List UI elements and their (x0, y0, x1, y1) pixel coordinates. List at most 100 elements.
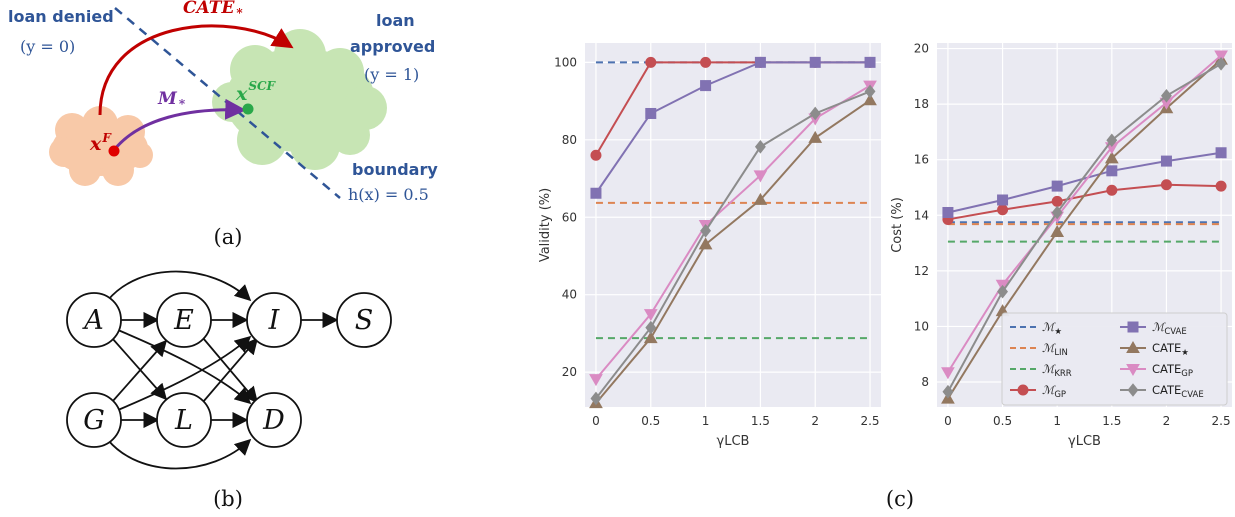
validity-yaxis-label: Validity (%) (538, 188, 553, 262)
legend-marker (1127, 321, 1139, 333)
validity-point-mgp (700, 56, 712, 68)
cost-point-mgp (997, 204, 1009, 216)
legend-label: ℳKRR (1042, 362, 1072, 379)
cost-point-mcvae (1051, 180, 1063, 192)
panel-b: A E I S G L D (b) (66, 270, 392, 511)
cost-point-catecvae (942, 384, 954, 399)
cost-point-mgp (1106, 184, 1118, 196)
node-i: I (246, 292, 302, 348)
legend-label: CATECVAE (1152, 383, 1204, 400)
cost-ytick-label: 16 (914, 153, 929, 167)
cost-point-mgp (1051, 195, 1063, 207)
validity-series-mcvae (590, 56, 876, 199)
validity-point-cate (863, 93, 877, 106)
node-a-label: A (81, 305, 104, 336)
node-i-label: I (268, 305, 281, 336)
legend-label: ℳ★ (1042, 320, 1062, 337)
edge-g-e (111, 339, 168, 403)
cost-xtick-label: 2 (1163, 414, 1171, 428)
edge-a-i (107, 270, 252, 302)
cost-line-catecvae (947, 62, 1222, 393)
loan-denied-label: loan denied (8, 7, 114, 26)
validity-point-cate (643, 331, 658, 344)
legend-label: ℳCVAE (1152, 320, 1187, 337)
cost-point-catecvae (1161, 88, 1172, 103)
validity-point-cate (698, 237, 713, 250)
cost-point-mcvae (1160, 155, 1172, 167)
loan-label: loan (376, 11, 415, 30)
cost-ytick-label: 10 (914, 319, 929, 333)
node-a: A (66, 292, 122, 348)
cost-point-catecvae (1051, 205, 1063, 220)
validity-point-cate (808, 130, 823, 143)
validity-line-catecvae (595, 90, 871, 400)
validity-ytick-label: 20 (562, 365, 577, 379)
cost-point-catecvae (1215, 57, 1227, 71)
validity-line-cate (595, 99, 871, 404)
validity-plot-area (585, 43, 881, 407)
cost-point-categp (941, 367, 955, 380)
validity-chart: 0 0.5 1 1.5 2 2.5 20 40 60 80 100 γLCB Validity (%) (538, 43, 881, 449)
validity-xtick-label: 2 (811, 414, 819, 428)
legend-marker (1126, 340, 1140, 353)
boundary-label: boundary (352, 160, 438, 179)
node-e-label: E (173, 305, 194, 336)
validity-xtick-label: 2.5 (860, 414, 879, 428)
causal-nodes: A E I S G L D (66, 292, 392, 448)
legend-item-mkrr: ℳKRR (1010, 362, 1072, 379)
legend-marker (1127, 383, 1139, 397)
legend-item-categp: CATEGP (1120, 362, 1193, 379)
y0-label: (y = 0) (20, 37, 75, 56)
counterfactual-point (242, 103, 254, 115)
edge-a-l (111, 337, 168, 401)
validity-point-catecvae (809, 106, 821, 121)
validity-xaxis-label: γLCB (717, 434, 750, 449)
edge-g-i (117, 335, 252, 411)
cost-point-mcvae (997, 194, 1009, 206)
legend-item-catecvae: CATECVAE (1120, 383, 1204, 400)
legend-label: CATE★ (1152, 341, 1189, 358)
validity-ytick-label: 80 (562, 133, 577, 147)
causal-edges (107, 270, 339, 470)
validity-point-catecvae (864, 84, 876, 99)
cate-label: CATE * (183, 0, 243, 20)
boundary-equation: h(x) = 0.5 (348, 185, 429, 204)
cost-series-catecvae (942, 57, 1227, 399)
panel-a-label: (a) (214, 225, 243, 249)
panel-c-label: (c) (886, 487, 914, 511)
node-l-label: L (174, 405, 193, 436)
factual-point (108, 145, 120, 157)
edge-a-d (117, 329, 252, 405)
validity-point-catecvae (645, 320, 657, 335)
cost-point-catecvae (1106, 133, 1118, 148)
legend-label: ℳLIN (1042, 341, 1068, 358)
validity-point-mcvae (809, 56, 821, 68)
node-g: G (66, 392, 122, 448)
cost-xtick-label: 1.5 (1102, 414, 1121, 428)
cost-point-mcvae (1215, 147, 1227, 159)
validity-point-mcvae (754, 56, 766, 68)
validity-point-mgp (645, 56, 657, 68)
cost-point-catecvae (997, 284, 1008, 299)
cost-point-cate (1104, 151, 1119, 164)
validity-point-mcvae (645, 107, 657, 119)
y1-label: (y = 1) (364, 65, 419, 84)
cost-series-mcvae (942, 147, 1227, 218)
legend-item-m: ℳ★ (1010, 320, 1062, 337)
validity-point-categp (589, 374, 603, 387)
validity-ytick-label: 100 (554, 55, 577, 69)
validity-ytick-label: 60 (562, 210, 577, 224)
cost-point-mgp (1215, 180, 1227, 192)
validity-ytick-label: 40 (562, 288, 577, 302)
validity-line-mcvae (595, 61, 871, 194)
validity-xtick-label: 1.5 (751, 414, 770, 428)
cost-ytick-label: 20 (914, 42, 929, 56)
legend-label: CATEGP (1152, 362, 1193, 379)
cost-point-cate (1050, 224, 1065, 237)
validity-point-mcvae (864, 56, 876, 68)
node-d-label: D (262, 405, 285, 436)
validity-xtick-label: 0 (592, 414, 600, 428)
panel-a: loan denied (y = 0) loan approved (y = 1… (8, 0, 438, 249)
